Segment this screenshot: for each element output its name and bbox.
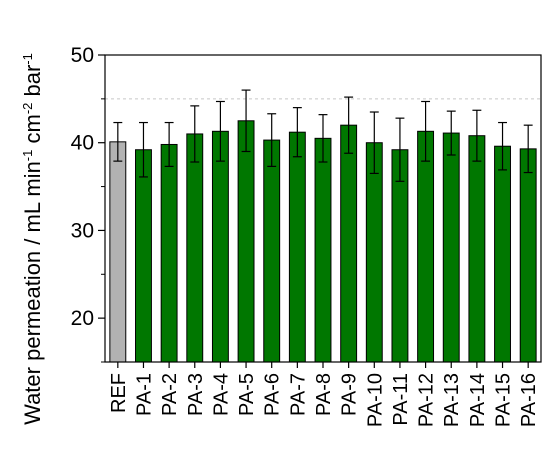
x-tick-label-pa-7: PA-7 — [287, 373, 309, 416]
error-bar-pa-3 — [190, 105, 200, 163]
bar-pa-13 — [442, 132, 460, 363]
axes — [98, 54, 542, 368]
error-bar-ref — [113, 121, 123, 162]
bar-pa-8 — [314, 137, 332, 363]
error-bar-pa-2 — [164, 121, 174, 167]
x-tick-label-pa-10: PA-10 — [364, 373, 386, 427]
error-bar-pa-4 — [215, 100, 225, 162]
x-tick-label-pa-14: PA-14 — [467, 373, 489, 427]
y-axis-title: Water permeation / mL min-1 cm-2 bar-1 — [20, 53, 45, 425]
x-tick-labels: REF PA-1 PA-2 PA-3 PA-4 PA-5 PA-6 PA-7 PA-8 PA-9 P… — [108, 373, 540, 427]
x-tick-label-pa-3: PA-3 — [185, 373, 207, 416]
error-bar-pa-5 — [241, 89, 251, 153]
bar-pa-3 — [186, 133, 204, 363]
x-tick-label-pa-1: PA-1 — [133, 373, 155, 416]
bar-pa-7 — [288, 131, 306, 363]
bar-pa-15 — [494, 145, 511, 363]
x-tick-label-ref: REF — [108, 373, 130, 413]
error-bar-pa-15 — [498, 121, 507, 171]
y-tick-label: 50 — [71, 44, 94, 67]
bar-pa-1 — [135, 149, 152, 363]
error-bars — [113, 89, 533, 182]
bar-pa-10 — [365, 142, 383, 363]
x-tick-label-pa-11: PA-11 — [390, 373, 412, 426]
x-tick-label-pa-4: PA-4 — [210, 373, 232, 416]
y-tick-labels: 20 30 40 50 — [71, 44, 94, 330]
error-bar-pa-11 — [395, 117, 405, 182]
error-bar-pa-9 — [344, 96, 354, 154]
bar-pa-5 — [237, 120, 255, 363]
error-bar-pa-10 — [369, 111, 379, 175]
x-tick-label-pa-13: PA-13 — [441, 373, 463, 427]
error-bar-pa-8 — [318, 114, 328, 163]
bar-pa-16 — [519, 148, 537, 363]
y-tick-label: 40 — [71, 132, 94, 155]
bar-ref — [109, 141, 127, 363]
error-bar-pa-6 — [267, 113, 277, 167]
x-tick-label-pa-12: PA-12 — [416, 373, 438, 427]
bars — [109, 120, 537, 363]
x-tick-label-pa-2: PA-2 — [159, 373, 181, 416]
error-bar-pa-13 — [446, 110, 456, 156]
x-tick-label-pa-8: PA-8 — [313, 373, 335, 416]
error-bar-pa-7 — [292, 107, 302, 158]
error-bar-pa-16 — [523, 124, 533, 174]
x-tick-label-pa-9: PA-9 — [339, 373, 361, 416]
bar-pa-6 — [263, 139, 281, 363]
x-tick-label-pa-15: PA-15 — [493, 373, 515, 427]
bar-pa-14 — [468, 135, 486, 363]
bar-pa-4 — [211, 130, 229, 363]
y-tick-label: 30 — [71, 219, 94, 242]
x-tick-label-pa-16: PA-16 — [518, 373, 540, 427]
error-bar-pa-12 — [421, 100, 431, 162]
bar-pa-9 — [340, 124, 358, 363]
error-bar-pa-1 — [139, 121, 148, 178]
bar-pa-12 — [417, 130, 435, 363]
bar-pa-2 — [160, 143, 178, 363]
x-tick-label-pa-5: PA-5 — [236, 373, 258, 416]
x-tick-label-pa-6: PA-6 — [262, 373, 284, 416]
y-tick-label: 20 — [71, 307, 94, 330]
error-bar-pa-14 — [472, 109, 482, 162]
